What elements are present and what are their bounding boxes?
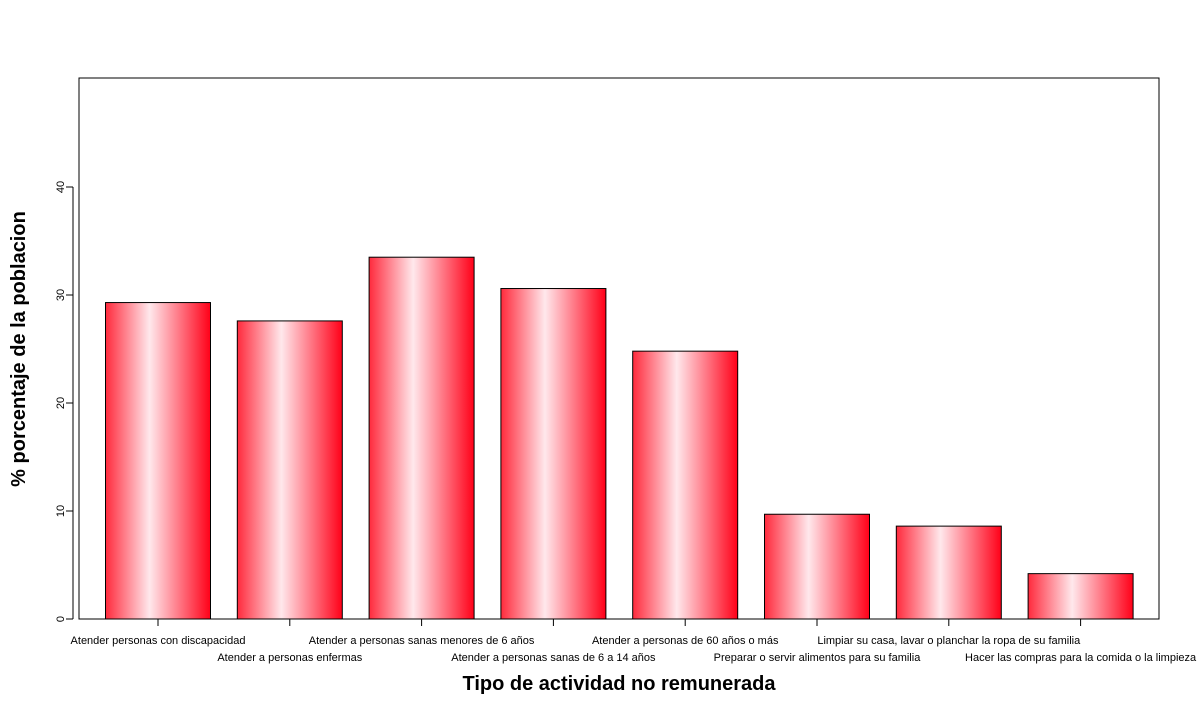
- bar: [105, 302, 211, 620]
- y-axis-title: % porcentaje de la poblacion: [8, 211, 30, 487]
- y-tick-label: 0: [55, 616, 67, 622]
- bar: [500, 288, 607, 620]
- y-tick-label: 30: [55, 289, 67, 301]
- x-tick-label: Atender a personas de 60 años o más: [592, 635, 779, 647]
- y-tick-label: 10: [55, 505, 67, 517]
- x-tick-label: Atender a personas sanas menores de 6 añ…: [309, 635, 535, 647]
- bar: [236, 320, 343, 620]
- x-tick-label: Hacer las compras para la comida o la li…: [965, 652, 1197, 664]
- bars: [105, 256, 1134, 620]
- bar: [632, 350, 739, 620]
- x-axis-title: Tipo de actividad no remunerada: [462, 673, 776, 695]
- y-axis: 0 10 20 30 40: [55, 181, 74, 622]
- x-tick-label: Preparar o servir alimentos para su fami…: [714, 652, 922, 664]
- x-tick-label: Limpiar su casa, lavar o planchar la rop…: [817, 635, 1081, 647]
- x-tick-label: Atender a personas enfermas: [217, 652, 362, 664]
- x-tick-label: Atender a personas sanas de 6 a 14 años: [451, 652, 656, 664]
- bar: [895, 525, 1002, 620]
- x-tick-label: Atender personas con discapacidad: [71, 635, 246, 647]
- bar: [368, 256, 475, 620]
- bar: [1027, 573, 1134, 620]
- x-axis: Atender personas con discapacidad Atender…: [71, 618, 1197, 664]
- bar: [764, 513, 870, 620]
- y-tick-label: 20: [55, 397, 67, 409]
- y-tick-label: 40: [55, 181, 67, 193]
